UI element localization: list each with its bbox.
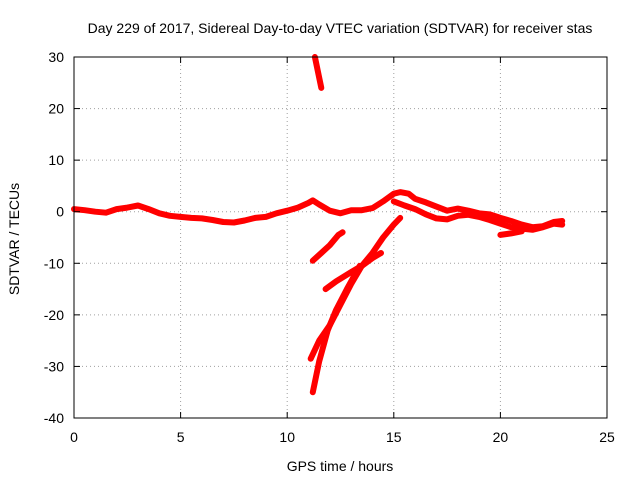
y-tick-label: -30 xyxy=(44,358,64,374)
y-tick-label: 30 xyxy=(48,49,64,65)
series-segment-20h xyxy=(497,228,525,238)
series-arc-short-right xyxy=(322,250,384,293)
y-tick-label: 0 xyxy=(56,204,64,220)
y-tick-label: 10 xyxy=(48,152,64,168)
x-tick-label: 0 xyxy=(70,429,78,445)
series-arc-mid xyxy=(307,214,404,362)
series-arc-short-left xyxy=(309,229,346,264)
x-tick-label: 10 xyxy=(279,429,295,445)
y-tick-label: 20 xyxy=(48,101,64,117)
plot-border xyxy=(73,56,608,419)
axis-ticks: 0 5 10 15 20 25 -40 -30 -20 -10 0 10 20 30 xyxy=(44,49,615,445)
y-tick-label: -20 xyxy=(44,307,64,323)
y-axis-label: SDTVAR / TECUs xyxy=(6,183,22,295)
series-main-trace xyxy=(71,189,566,231)
grid-lines xyxy=(74,57,607,418)
x-tick-label: 20 xyxy=(493,429,509,445)
x-tick-label: 5 xyxy=(177,429,185,445)
data-series xyxy=(71,54,566,396)
x-axis-label: GPS time / hours xyxy=(287,458,394,474)
y-tick-label: -40 xyxy=(44,410,64,426)
x-tick-label: 25 xyxy=(599,429,615,445)
y-tick-label: -10 xyxy=(44,255,64,271)
series-lower-branch xyxy=(390,198,566,233)
series-arc-upper xyxy=(311,54,325,91)
x-tick-label: 15 xyxy=(386,429,402,445)
chart-title: Day 229 of 2017, Sidereal Day-to-day VTE… xyxy=(88,20,593,36)
